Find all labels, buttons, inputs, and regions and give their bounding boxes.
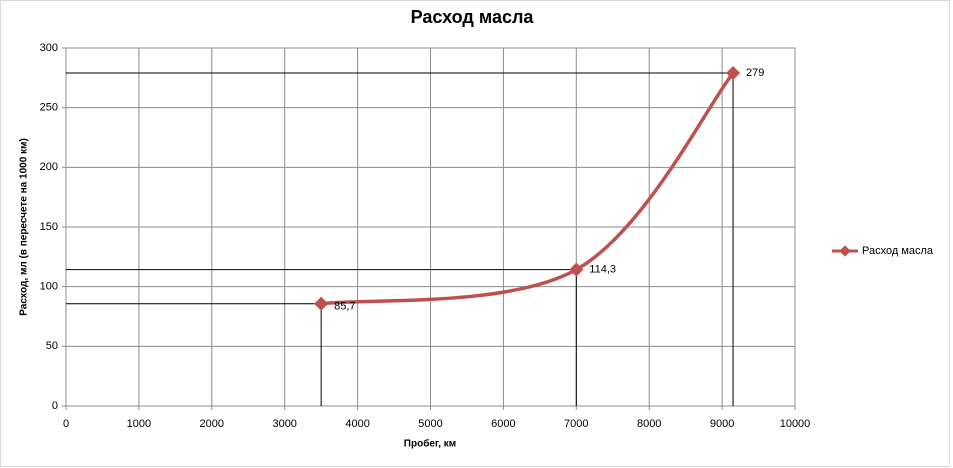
x-tick-label: 10000 — [780, 418, 811, 430]
x-tick-label: 2000 — [200, 418, 224, 430]
y-tick-label: 200 — [40, 161, 58, 173]
x-tick-label: 1000 — [127, 418, 151, 430]
y-tick-label: 100 — [40, 281, 58, 293]
x-tick-label: 5000 — [418, 418, 442, 430]
data-label: 85,7 — [334, 301, 355, 313]
plot-frame — [65, 47, 796, 407]
x-tick-label: 3000 — [272, 418, 296, 430]
point-marker — [314, 296, 329, 311]
x-axis-title: Пробег, км — [404, 438, 456, 450]
x-tick-label: 4000 — [345, 418, 369, 430]
y-tick-label: 0 — [52, 400, 58, 412]
legend-marker — [839, 245, 851, 257]
y-axis-title: Расход, мл (в пересчете на 1000 км) — [19, 138, 30, 316]
x-tick-label: 9000 — [710, 418, 734, 430]
y-tick-label: 250 — [40, 102, 58, 114]
data-label: 114,3 — [589, 264, 616, 276]
x-tick-label: 6000 — [491, 418, 515, 430]
x-tick-label: 7000 — [564, 418, 588, 430]
point-marker — [569, 262, 584, 277]
x-tick-label: 0 — [63, 418, 69, 430]
y-tick-label: 300 — [40, 42, 58, 54]
data-label: 279 — [746, 67, 764, 79]
legend-label: Расход масла — [862, 245, 934, 257]
y-tick-label: 150 — [40, 221, 58, 233]
chart-title: Расход масла — [411, 7, 535, 27]
point-marker — [725, 65, 741, 81]
x-tick-label: 8000 — [637, 418, 661, 430]
y-tick-label: 50 — [46, 340, 58, 352]
